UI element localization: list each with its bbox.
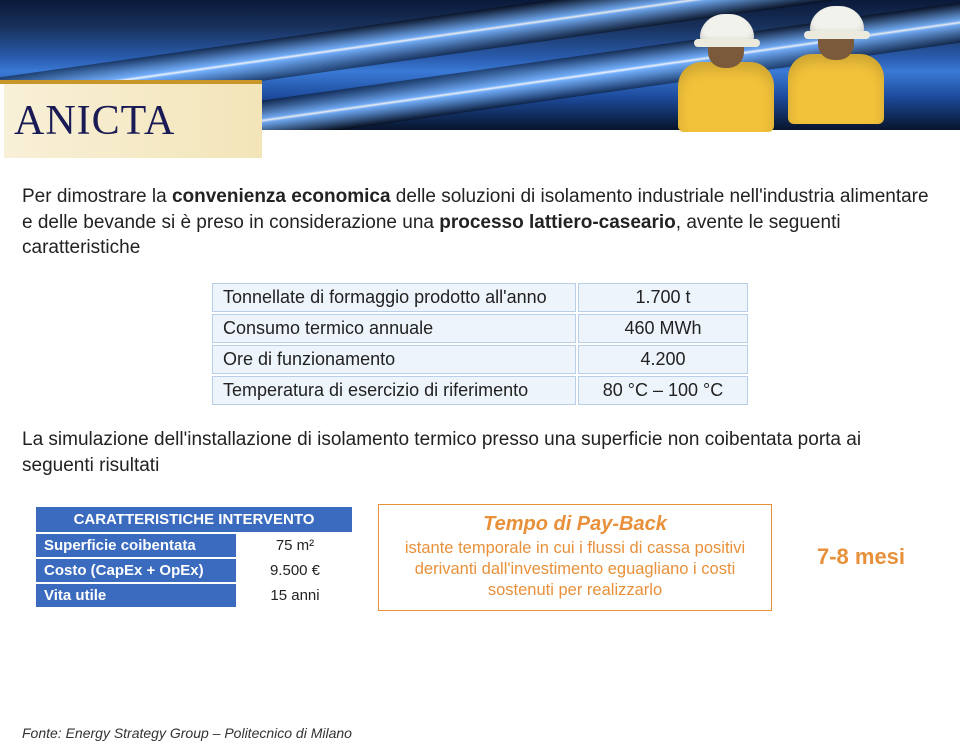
intervento-table: CARATTERISTICHE INTERVENTO Superficie co… [34,505,354,609]
header-banner: ANICTA [0,0,960,130]
spec-value: 460 MWh [578,314,748,343]
intervento-value: 75 m² [238,534,352,557]
spec-value: 4.200 [578,345,748,374]
table-row: Ore di funzionamento 4.200 [212,345,748,374]
spec-table-wrap: Tonnellate di formaggio prodotto all'ann… [210,281,750,407]
table-row: Tonnellate di formaggio prodotto all'ann… [212,283,748,312]
results-row: CARATTERISTICHE INTERVENTO Superficie co… [22,504,938,610]
payback-desc: istante temporale in cui i flussi di cas… [391,538,759,601]
logo-box: ANICTA [0,80,262,158]
intervento-value: 9.500 € [238,559,352,582]
table-row: Costo (CapEx + OpEx) 9.500 € [36,559,352,582]
table-row: Superficie coibentata 75 m² [36,534,352,557]
intervento-label: Vita utile [36,584,236,607]
slide-content: Per dimostrare la convenienza economica … [0,130,960,611]
spec-label: Consumo termico annuale [212,314,576,343]
spec-value: 1.700 t [578,283,748,312]
intro-bold: convenienza economica [172,186,391,207]
spec-label: Tonnellate di formaggio prodotto all'ann… [212,283,576,312]
table-row: Consumo termico annuale 460 MWh [212,314,748,343]
table-row: CARATTERISTICHE INTERVENTO [36,507,352,532]
spec-value: 80 °C – 100 °C [578,376,748,405]
logo-text: ANICTA [14,97,175,145]
intro-text: Per dimostrare la [22,186,172,207]
intervento-header: CARATTERISTICHE INTERVENTO [36,507,352,532]
spec-label: Temperatura di esercizio di riferimento [212,376,576,405]
payback-months: 7-8 mesi [796,544,926,570]
intervento-label: Superficie coibentata [36,534,236,557]
intervento-label: Costo (CapEx + OpEx) [36,559,236,582]
table-row: Temperatura di esercizio di riferimento … [212,376,748,405]
intro-bold: processo lattiero-caseario [439,212,676,233]
table-row: Vita utile 15 anni [36,584,352,607]
spec-label: Ore di funzionamento [212,345,576,374]
payback-title: Tempo di Pay-Back [391,513,759,536]
intervento-table-wrap: CARATTERISTICHE INTERVENTO Superficie co… [34,505,354,609]
simulation-text: La simulazione dell'installazione di iso… [22,427,938,478]
footer-source: Fonte: Energy Strategy Group – Politecni… [22,725,352,741]
intervento-value: 15 anni [238,584,352,607]
banner-workers [660,0,920,130]
payback-box: Tempo di Pay-Back istante temporale in c… [378,504,772,610]
worker-figure [780,0,890,130]
spec-table: Tonnellate di formaggio prodotto all'ann… [210,281,750,407]
worker-figure [670,8,780,138]
intro-paragraph: Per dimostrare la convenienza economica … [22,184,938,261]
